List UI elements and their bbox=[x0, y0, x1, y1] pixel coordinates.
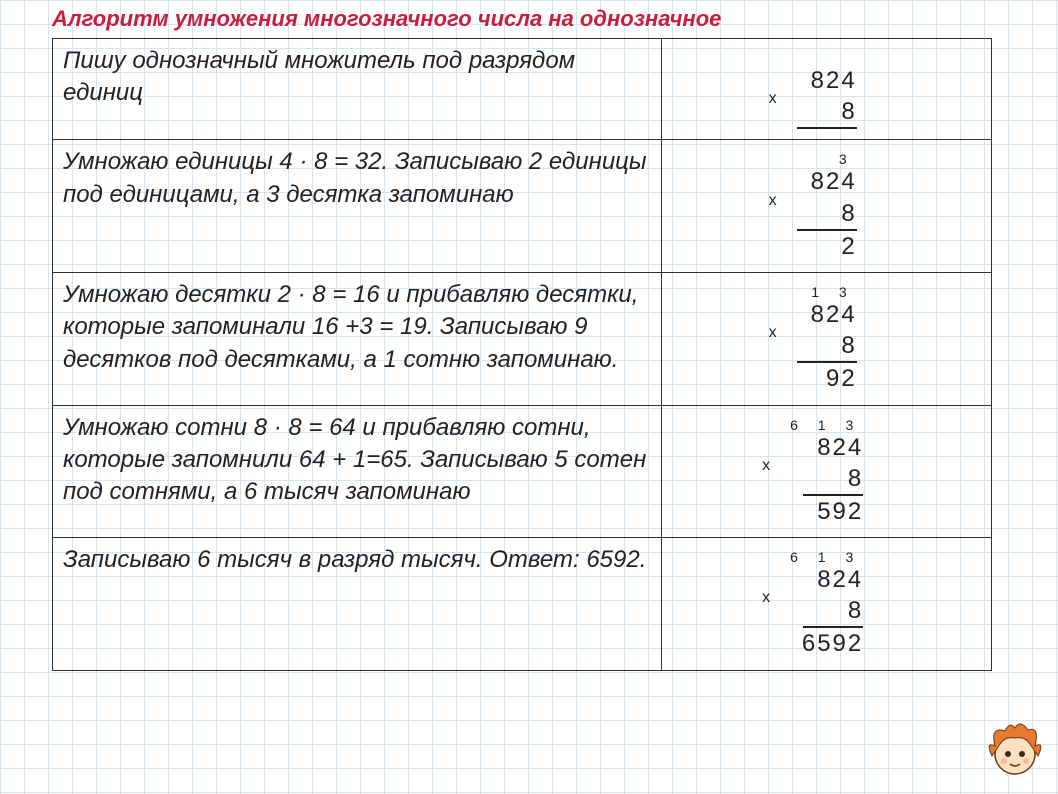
page-title: Алгоритм умножения многозначного числа н… bbox=[0, 0, 1058, 38]
carry-digits bbox=[797, 49, 857, 65]
partial-result: 92 bbox=[797, 363, 857, 394]
multiplicand: 824 bbox=[811, 301, 857, 328]
multiplicand: 824 bbox=[817, 566, 863, 593]
step-description: Умножаю единицы 4 · 8 = 32. Записываю 2 … bbox=[53, 140, 662, 273]
step-description: Пишу однозначный множитель под разрядом … bbox=[53, 39, 662, 140]
table-row: Умножаю десятки 2 · 8 = 16 и прибавляю д… bbox=[53, 272, 992, 405]
table-row: Записываю 6 тысяч в разряд тысяч. Ответ:… bbox=[53, 538, 992, 671]
step-description: Умножаю сотни 8 · 8 = 64 и прибавляю сот… bbox=[53, 405, 662, 538]
carry-digits: 6 1 3 bbox=[790, 416, 863, 432]
carry-digits: 3 bbox=[797, 150, 857, 166]
multiplier: 8 bbox=[797, 330, 857, 363]
carry-digits: 6 1 3 bbox=[790, 548, 863, 564]
multiplicand: 824 bbox=[817, 434, 863, 461]
multiplicand: 824 bbox=[811, 67, 857, 94]
partial-result: 592 bbox=[790, 496, 863, 527]
step-description: Умножаю десятки 2 · 8 = 16 и прибавляю д… bbox=[53, 272, 662, 405]
multiplicand: 824 bbox=[811, 168, 857, 195]
step-calculation: 1 3 х 824 8 92 bbox=[662, 272, 992, 405]
multiply-sign: х bbox=[769, 191, 777, 212]
multiply-sign: х bbox=[762, 456, 770, 477]
table-row: Умножаю единицы 4 · 8 = 32. Записываю 2 … bbox=[53, 140, 992, 273]
step-calculation: 6 1 3 х 824 8 6592 bbox=[662, 538, 992, 671]
cartoon-character-icon bbox=[980, 716, 1050, 786]
algorithm-table: Пишу однозначный множитель под разрядом … bbox=[52, 38, 992, 671]
table-row: Умножаю сотни 8 · 8 = 64 и прибавляю сот… bbox=[53, 405, 992, 538]
multiply-sign: х bbox=[769, 89, 777, 110]
multiplier: 8 bbox=[797, 96, 857, 129]
step-calculation: 3 х 824 8 2 bbox=[662, 140, 992, 273]
step-description: Записываю 6 тысяч в разряд тысяч. Ответ:… bbox=[53, 538, 662, 671]
carry-digits: 1 3 bbox=[797, 283, 857, 299]
partial-result: 6592 bbox=[790, 628, 863, 659]
table-row: Пишу однозначный множитель под разрядом … bbox=[53, 39, 992, 140]
step-calculation: 6 1 3 х 824 8 592 bbox=[662, 405, 992, 538]
multiplier: 8 bbox=[803, 595, 863, 628]
step-calculation: х 824 8 bbox=[662, 39, 992, 140]
multiply-sign: х bbox=[769, 323, 777, 344]
multiply-sign: х bbox=[762, 588, 770, 609]
multiplier: 8 bbox=[803, 463, 863, 496]
multiplier: 8 bbox=[797, 198, 857, 231]
partial-result: 2 bbox=[797, 231, 857, 262]
